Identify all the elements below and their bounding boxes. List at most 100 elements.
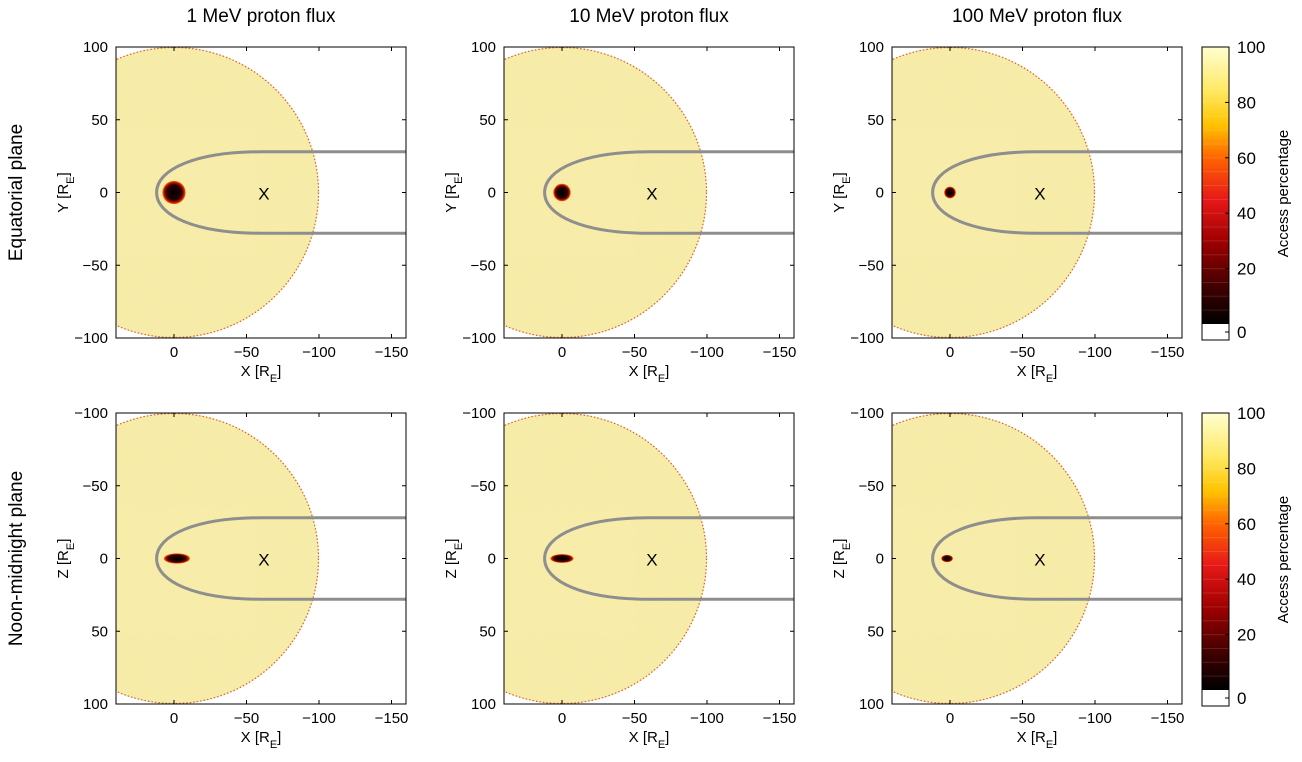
y-tick-label: 0 (488, 551, 496, 568)
x-tick-label: −150 (763, 344, 797, 361)
y-tick-label: 0 (876, 185, 884, 202)
low-access-region (550, 554, 574, 563)
y-tick-label: 0 (488, 185, 496, 202)
x-axis-label: X [RE] (629, 363, 670, 385)
x-axis-label: X [RE] (241, 363, 282, 385)
x-marker: X (1034, 185, 1045, 204)
x-tick-label: −100 (690, 710, 724, 727)
colorbar-tick-label: 0 (1237, 323, 1246, 342)
y-tick-label: −100 (850, 405, 884, 422)
y-tick-label: 100 (471, 696, 496, 713)
x-tick-label: 0 (558, 344, 566, 361)
colorbar-tick-label: 60 (1237, 149, 1256, 168)
y-tick-label: −100 (462, 330, 496, 347)
magnetopause-boundary (155, 516, 406, 601)
colorbar-tick-label: 60 (1237, 515, 1256, 534)
magnetopause-boundary (931, 150, 1182, 235)
heatmap-panel: X 0 −50 −100 −150 −100 −50 0 50 100 X [RE] Y [RE] (55, 39, 409, 385)
y-tick-label: −100 (74, 405, 108, 422)
x-tick-label: −100 (1078, 344, 1112, 361)
low-access-region (162, 180, 186, 205)
y-tick-label: 50 (479, 623, 496, 640)
y-tick-label: 50 (91, 623, 108, 640)
y-tick-label: 50 (867, 623, 884, 640)
y-tick-label: −100 (462, 405, 496, 422)
x-tick-label: −100 (1078, 710, 1112, 727)
colorbar: 0 20 40 60 80 100 Access percentage (1201, 404, 1292, 708)
magnetopause-boundary (155, 150, 406, 235)
y-tick-label: −50 (859, 257, 884, 274)
low-access-region (553, 183, 571, 202)
y-axis-label: Y [RE] (443, 172, 465, 212)
x-axis-label: X [RE] (1017, 729, 1058, 751)
column-title: 10 MeV proton flux (569, 6, 729, 27)
x-tick-label: −150 (1151, 710, 1185, 727)
x-tick-label: −50 (622, 710, 647, 727)
x-marker: X (1034, 551, 1045, 570)
x-tick-label: −50 (234, 710, 259, 727)
colorbar-tick-label: 20 (1237, 626, 1256, 645)
domain-rim (892, 47, 1096, 338)
colorbar-frame (1201, 412, 1230, 707)
row-title: Equatorial plane (6, 124, 27, 261)
low-access-region (941, 554, 953, 563)
x-tick-label: −150 (763, 710, 797, 727)
x-tick-label: 0 (558, 710, 566, 727)
domain-rim (892, 413, 1096, 704)
x-tick-label: −150 (375, 344, 409, 361)
magnetopause-boundary (543, 516, 794, 601)
y-tick-label: −100 (74, 330, 108, 347)
colorbar-tick-label: 40 (1237, 204, 1256, 223)
y-axis-label: Z [RE] (443, 539, 465, 579)
x-tick-label: 0 (946, 710, 954, 727)
y-axis-label: Y [RE] (55, 172, 77, 212)
colorbar-tick-label: 20 (1237, 260, 1256, 279)
y-tick-label: 100 (859, 696, 884, 713)
colorbar: 0 20 40 60 80 100 Access percentage (1201, 38, 1292, 342)
low-access-region (944, 186, 956, 199)
y-tick-label: 50 (867, 112, 884, 129)
column-title: 1 MeV proton flux (187, 6, 336, 27)
y-tick-label: −50 (83, 257, 108, 274)
x-tick-label: −100 (690, 344, 724, 361)
colorbar-tick-label: 0 (1237, 689, 1246, 708)
x-marker: X (646, 551, 657, 570)
x-tick-label: 0 (170, 710, 178, 727)
magnetopause-boundary (543, 150, 794, 235)
x-tick-label: −150 (375, 710, 409, 727)
heatmap-panel: X 0 −50 −100 −150 −100 −50 0 50 100 X [RE] Z [RE] (443, 405, 797, 751)
domain-rim (116, 413, 320, 704)
y-tick-label: 100 (83, 696, 108, 713)
heatmap-panel: X 0 −50 −100 −150 −100 −50 0 50 100 X [RE] Y [RE] (443, 39, 797, 385)
heatmap-panel: X 0 −50 −100 −150 −100 −50 0 50 100 X [RE] Y [RE] (831, 39, 1185, 385)
y-tick-label: 100 (83, 39, 108, 56)
x-axis-label: X [RE] (1017, 363, 1058, 385)
heatmap-panel: X 0 −50 −100 −150 −100 −50 0 50 100 X [RE] Z [RE] (831, 405, 1185, 751)
x-tick-label: −150 (1151, 344, 1185, 361)
x-marker: X (646, 185, 657, 204)
y-tick-label: −100 (850, 330, 884, 347)
y-tick-label: −50 (859, 478, 884, 495)
colorbar-zero-band (1202, 690, 1229, 706)
y-tick-label: −50 (83, 478, 108, 495)
x-tick-label: 0 (946, 344, 954, 361)
colorbar-gradient (1202, 413, 1229, 690)
y-tick-label: 0 (100, 185, 108, 202)
x-axis-label: X [RE] (629, 729, 670, 751)
y-tick-label: 50 (91, 112, 108, 129)
colorbar-tick-label: 100 (1237, 38, 1265, 57)
domain-rim (504, 413, 708, 704)
colorbar-frame (1201, 46, 1230, 341)
x-tick-label: −50 (1010, 710, 1035, 727)
x-marker: X (258, 185, 269, 204)
colorbar-tick-label: 80 (1237, 459, 1256, 478)
x-tick-label: −50 (1010, 344, 1035, 361)
x-tick-label: −100 (302, 710, 336, 727)
colorbar-tick-label: 100 (1237, 404, 1265, 423)
x-tick-label: −50 (234, 344, 259, 361)
x-tick-label: 0 (170, 344, 178, 361)
y-tick-label: 50 (479, 112, 496, 129)
low-access-region (163, 553, 190, 564)
x-axis-label: X [RE] (241, 729, 282, 751)
